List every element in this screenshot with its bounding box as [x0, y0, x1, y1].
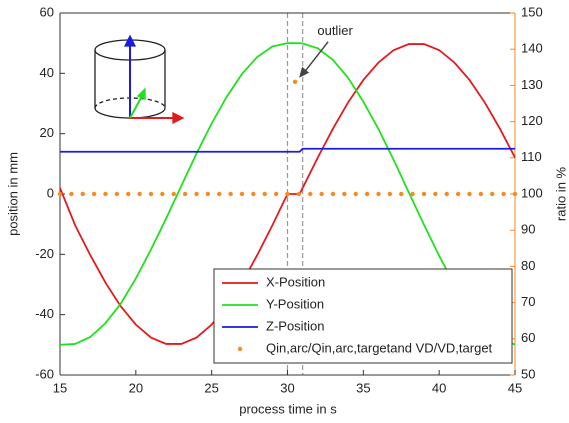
y2-tick-label: 120 — [521, 113, 543, 128]
data-point — [376, 191, 381, 197]
legend-label: Qin,arc/Qin,arc,targetand VD/VD,target — [266, 340, 493, 355]
data-point — [342, 191, 347, 197]
y2-tick-label: 60 — [521, 330, 535, 345]
data-point — [455, 191, 461, 197]
y2-tick-label: 90 — [521, 222, 535, 237]
y2-tick-label: 50 — [521, 366, 535, 381]
y2-tick-label: 80 — [521, 258, 535, 273]
x-tick-label: 20 — [129, 380, 143, 395]
data-point — [171, 191, 176, 197]
data-line — [60, 147, 515, 153]
data-point — [399, 191, 404, 197]
legend-label: X-Position — [266, 274, 325, 289]
annotation-arrowhead — [299, 66, 310, 78]
annotation: outlier — [317, 23, 353, 38]
data-point — [433, 191, 438, 197]
legend-label: Z-Position — [266, 318, 325, 333]
data-point — [319, 191, 324, 197]
data-point — [262, 191, 267, 197]
y2-tick-label: 110 — [521, 149, 542, 164]
y2-axis-label: ratio in % — [553, 166, 568, 221]
x-tick-label: 45 — [508, 380, 522, 395]
data-point — [296, 191, 302, 197]
data-point — [57, 191, 63, 197]
annotation-arrow — [302, 41, 329, 75]
data-point — [148, 191, 154, 197]
data-point — [217, 191, 222, 197]
y-tick-label: -60 — [35, 366, 54, 381]
y-tick-label: 60 — [40, 4, 54, 19]
y-axis-label: position in mm — [5, 152, 20, 236]
data-point — [410, 191, 415, 197]
data-point — [182, 191, 188, 197]
y-tick-label: 0 — [47, 185, 54, 200]
data-point — [512, 191, 518, 197]
data-point — [273, 191, 279, 197]
data-point — [160, 191, 165, 197]
data-point — [251, 191, 256, 197]
x-tick-label: 40 — [432, 380, 446, 395]
legend-marker — [237, 346, 243, 352]
x-tick-label: 25 — [204, 380, 218, 395]
data-point — [387, 191, 393, 197]
y-tick-label: -40 — [35, 306, 54, 321]
y2-tick-label: 70 — [521, 294, 535, 309]
data-point — [239, 191, 245, 197]
data-point — [69, 191, 74, 197]
data-point — [91, 191, 97, 197]
data-point — [205, 191, 211, 197]
y2-tick-label: 140 — [521, 41, 543, 56]
legend-box — [213, 268, 513, 364]
data-point — [80, 191, 85, 197]
data-line — [59, 43, 516, 345]
y2-tick-label: 100 — [521, 185, 543, 200]
data-point — [126, 191, 131, 197]
x-tick-label: 30 — [280, 380, 294, 395]
data-point — [330, 191, 336, 197]
x-tick-label: 35 — [356, 380, 370, 395]
data-point — [292, 79, 298, 84]
data-point — [478, 191, 484, 197]
data-point — [137, 191, 142, 197]
data-point — [228, 191, 233, 197]
data-point — [103, 191, 108, 197]
y-tick-label: -20 — [35, 246, 54, 261]
data-point — [364, 191, 370, 197]
data-point — [353, 191, 358, 197]
data-point — [194, 191, 199, 197]
data-point — [501, 191, 506, 197]
data-point — [421, 191, 427, 197]
data-point — [114, 191, 120, 197]
cylinder-icon — [94, 34, 185, 125]
data-point — [444, 191, 449, 197]
legend-label: Y-Position — [266, 296, 324, 311]
y2-tick-label: 150 — [521, 4, 543, 19]
data-point — [490, 191, 495, 197]
data-point — [467, 191, 472, 197]
x-axis-label: process time in s — [239, 401, 337, 416]
y2-tick-label: 130 — [521, 77, 543, 92]
data-line — [59, 42, 516, 346]
x-tick-label: 15 — [53, 380, 67, 395]
data-point — [308, 191, 313, 197]
y-tick-label: 40 — [40, 65, 54, 80]
data-point — [285, 191, 290, 197]
y-tick-label: 20 — [40, 125, 54, 140]
